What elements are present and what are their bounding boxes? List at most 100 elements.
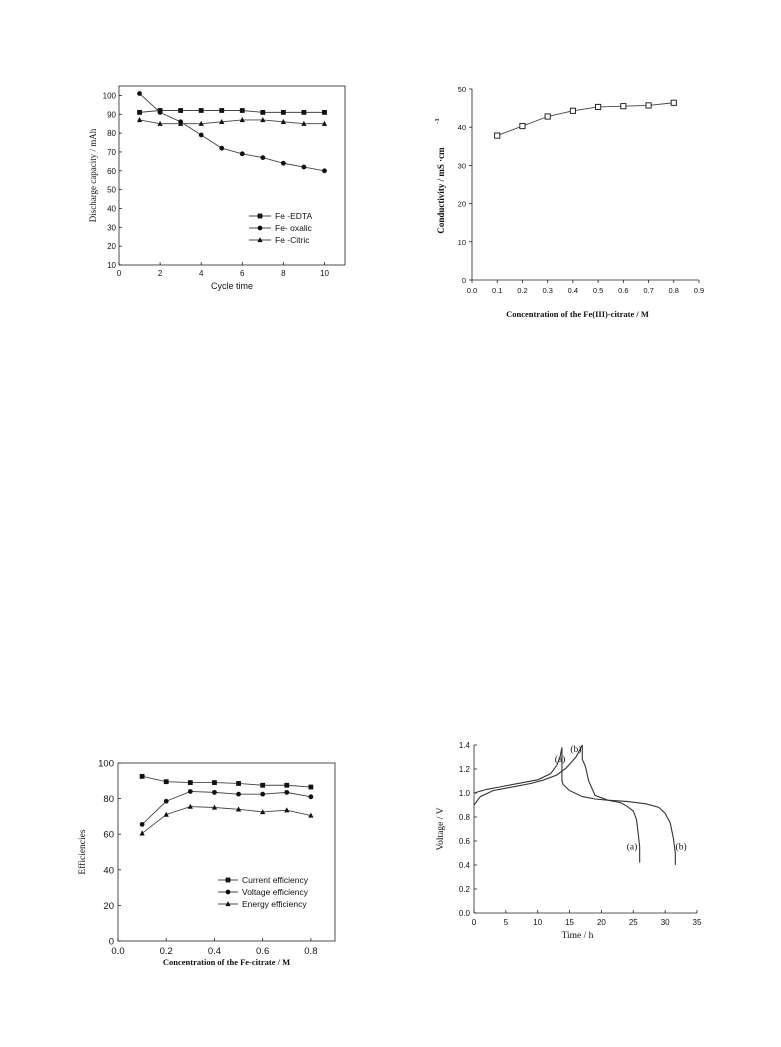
series-line-1 [139, 93, 325, 172]
x-tick-label: 0.8 [669, 286, 679, 295]
data-point [163, 779, 169, 785]
data-point [211, 804, 218, 810]
x-tick-label: 6 [240, 269, 245, 278]
x-tick-label: 35 [693, 918, 702, 927]
x-tick-label: 0.4 [568, 286, 578, 295]
y-tick-label: 20 [458, 200, 466, 209]
plot-frame [117, 762, 336, 942]
x-tick-label: 0.6 [618, 286, 628, 295]
data-point [620, 103, 627, 110]
x-tick-label: 0.2 [517, 286, 527, 295]
legend-entry: Energy efficiency [242, 899, 307, 909]
y-axis-label: Conductivity / mS ·cm [436, 147, 446, 234]
y-tick-label: 50 [458, 85, 466, 94]
chart-conductivity: 0.0 0.1 0.2 0.3 0.4 0.5 0.6 0.7 0.8 0.9 0 10 20 30 40 5… [434, 85, 704, 319]
data-point [219, 118, 225, 124]
y-tick-label: 0.0 [459, 909, 471, 918]
y-tick-label: 80 [107, 129, 116, 138]
y-tick-label: 60 [103, 830, 114, 841]
x-tick-label: 0.1 [492, 286, 502, 295]
legend-marker [257, 237, 263, 243]
data-point [139, 773, 145, 779]
chart-discharge-capacity: 0 2 4 6 8 10 10 20 30 40 50 60 70 80 90 100 Cycle time Di… [88, 85, 346, 291]
data-point [139, 822, 145, 827]
data-point [178, 108, 184, 113]
series-line-0 [139, 110, 325, 113]
y-tick-label: 10 [107, 261, 116, 270]
legend-marker [225, 889, 231, 895]
legend-entry: Fe -Citric [275, 235, 310, 245]
data-point [212, 780, 217, 785]
data-point [187, 803, 193, 809]
data-point [284, 807, 290, 813]
series-line-1 [141, 791, 311, 825]
plot-frame [118, 85, 346, 266]
y-axis-label: Voltage / V [436, 807, 446, 850]
curve-annotation: (a) [627, 841, 638, 852]
data-point [322, 168, 327, 174]
x-tick-label: 0.2 [160, 946, 173, 957]
legend-marker [225, 901, 231, 907]
data-point [260, 117, 266, 123]
data-point [260, 782, 266, 788]
data-point [219, 108, 225, 113]
data-point [322, 109, 327, 115]
curve-annotation: (b) [570, 744, 581, 755]
y-tick-label: 1.2 [459, 765, 471, 774]
y-axis-label: Efficiencies [77, 829, 88, 874]
data-point [136, 117, 143, 123]
voltage-curve-0 [473, 747, 641, 863]
y-tick-label: 0 [462, 276, 466, 285]
data-point [321, 120, 328, 126]
curve-annotation: (a) [555, 754, 566, 765]
series-line-0 [142, 775, 311, 788]
chart-voltage-time: 0 5 10 15 20 25 30 35 0.0 0.2 0.4 0.6 0.8 1.0 1.2 1.4 Ti… [436, 741, 702, 941]
y-tick-label: 20 [103, 901, 114, 912]
y-tick-label: 0 [109, 937, 114, 948]
x-tick-label: 2 [158, 269, 163, 278]
data-point [198, 120, 204, 126]
data-point [519, 123, 526, 130]
x-tick-label: 0.9 [694, 286, 704, 295]
data-point [301, 164, 307, 170]
series-line-2 [141, 806, 311, 834]
x-tick-label: 15 [565, 918, 574, 927]
data-point [239, 151, 245, 157]
data-point [308, 784, 314, 790]
data-point [219, 145, 225, 151]
data-point [239, 108, 245, 113]
data-point [239, 117, 245, 123]
x-tick-label: 0.0 [111, 946, 124, 957]
data-point [301, 109, 307, 115]
series-line-0 [497, 102, 674, 137]
y-tick-label: 0.2 [459, 885, 471, 894]
x-tick-label: 0.5 [593, 286, 603, 295]
y-tick-label: 40 [103, 865, 114, 876]
series-line-2 [139, 119, 325, 125]
chart-efficiencies: 0.0 0.2 0.4 0.6 0.8 0 20 40 60 80 100 Concentration… [77, 759, 336, 967]
x-tick-label: 4 [199, 269, 204, 278]
curve-annotation: (b) [676, 841, 687, 852]
data-point [157, 109, 163, 115]
y-tick-label: 30 [458, 161, 466, 170]
data-point [177, 120, 184, 126]
data-point [544, 113, 551, 120]
y-tick-label: 40 [458, 123, 466, 132]
y-tick-label: 60 [107, 167, 116, 176]
y-tick-label: 20 [107, 242, 116, 251]
x-axis-label: Time / h [562, 931, 594, 941]
x-tick-label: 0.8 [304, 946, 317, 957]
data-point [198, 132, 204, 138]
data-point [645, 102, 652, 109]
x-axis-label: Concentration of the Fe-citrate / M [163, 957, 290, 967]
y-tick-label: 1.0 [459, 789, 471, 798]
data-point [163, 798, 169, 804]
x-tick-label: 0.3 [542, 286, 552, 295]
data-point [280, 118, 287, 124]
x-axis-label: Cycle time [211, 281, 253, 291]
x-tick-label: 30 [661, 918, 670, 927]
data-point [187, 780, 193, 785]
x-tick-label: 25 [629, 918, 638, 927]
data-point [284, 782, 290, 788]
